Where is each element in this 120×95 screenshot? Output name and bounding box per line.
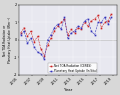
Y-axis label: Net TOA Radiation or
Planetary Heat Uptake (Wm⁻²): Net TOA Radiation or Planetary Heat Upta… [3,17,12,63]
Planetary Heat Uptake (In Situ) [81,27,82,28]
Planetary Heat Uptake (In Situ) [54,27,55,28]
Planetary Heat Uptake (In Situ) [91,31,92,32]
Net TOA Radiation (CERES) [87,25,89,27]
Planetary Heat Uptake (In Situ) [44,59,45,60]
Net TOA Radiation (CERES) [33,41,35,42]
Net TOA Radiation (CERES) [91,20,92,21]
Planetary Heat Uptake (In Situ) [40,53,42,54]
Net TOA Radiation (CERES) [101,27,102,28]
Planetary Heat Uptake (In Situ) [74,31,75,32]
Net TOA Radiation (CERES) [97,15,99,16]
Net TOA Radiation (CERES) [50,38,52,39]
Net TOA Radiation (CERES) [111,13,112,14]
Net TOA Radiation (CERES) [47,45,48,46]
Net TOA Radiation (CERES) [84,22,85,23]
Planetary Heat Uptake (In Situ) [94,34,95,35]
Net TOA Radiation (CERES) [81,29,82,30]
Planetary Heat Uptake (In Situ) [84,20,85,21]
Planetary Heat Uptake (In Situ) [57,24,58,25]
Planetary Heat Uptake (In Situ) [104,17,105,18]
Planetary Heat Uptake (In Situ) [23,31,25,32]
Planetary Heat Uptake (In Situ) [77,25,79,27]
Net TOA Radiation (CERES) [60,22,62,23]
Line: Net TOA Radiation (CERES): Net TOA Radiation (CERES) [20,13,112,56]
Planetary Heat Uptake (In Situ) [67,38,69,39]
Net TOA Radiation (CERES) [30,31,32,32]
Planetary Heat Uptake (In Situ) [101,22,102,23]
Planetary Heat Uptake (In Situ) [70,32,72,34]
Planetary Heat Uptake (In Situ) [107,24,109,25]
Planetary Heat Uptake (In Situ) [111,17,112,18]
Planetary Heat Uptake (In Situ) [60,29,62,30]
Planetary Heat Uptake (In Situ) [37,52,38,53]
Line: Planetary Heat Uptake (In Situ): Planetary Heat Uptake (In Situ) [20,16,112,60]
X-axis label: Year: Year [64,87,72,91]
Net TOA Radiation (CERES) [74,32,75,34]
Net TOA Radiation (CERES) [77,27,79,28]
Net TOA Radiation (CERES) [27,36,28,37]
Net TOA Radiation (CERES) [54,31,55,32]
Net TOA Radiation (CERES) [94,18,95,19]
Planetary Heat Uptake (In Situ) [50,34,52,35]
Planetary Heat Uptake (In Situ) [64,17,65,18]
Planetary Heat Uptake (In Situ) [33,46,35,48]
Net TOA Radiation (CERES) [70,29,72,30]
Planetary Heat Uptake (In Situ) [30,38,32,39]
Legend: Net TOA Radiation (CERES), Planetary Heat Uptake (In Situ): Net TOA Radiation (CERES), Planetary Hea… [48,63,97,73]
Net TOA Radiation (CERES) [40,48,42,49]
Net TOA Radiation (CERES) [23,27,25,28]
Net TOA Radiation (CERES) [37,36,38,37]
Net TOA Radiation (CERES) [57,25,58,27]
Net TOA Radiation (CERES) [104,22,105,23]
Net TOA Radiation (CERES) [67,34,69,35]
Planetary Heat Uptake (In Situ) [47,39,48,40]
Planetary Heat Uptake (In Situ) [97,22,99,23]
Net TOA Radiation (CERES) [64,18,65,19]
Net TOA Radiation (CERES) [44,55,45,56]
Planetary Heat Uptake (In Situ) [20,34,21,35]
Planetary Heat Uptake (In Situ) [87,18,89,19]
Planetary Heat Uptake (In Situ) [27,43,28,44]
Net TOA Radiation (CERES) [107,20,109,21]
Net TOA Radiation (CERES) [20,32,21,34]
